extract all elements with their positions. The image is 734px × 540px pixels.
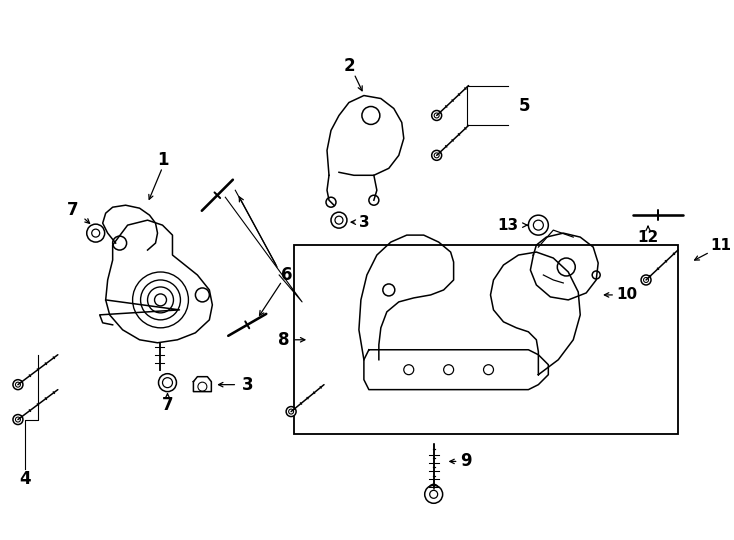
Text: 3: 3 [241,376,253,394]
Circle shape [13,415,23,424]
Text: 4: 4 [19,470,31,488]
Text: 12: 12 [637,230,658,245]
Text: 5: 5 [518,97,530,114]
Circle shape [286,407,296,416]
Text: 6: 6 [281,266,293,284]
Circle shape [432,111,442,120]
Circle shape [528,215,548,235]
Circle shape [13,380,23,390]
Text: 11: 11 [710,238,731,253]
Text: 13: 13 [498,218,518,233]
Text: 7: 7 [67,201,79,219]
Circle shape [432,150,442,160]
Circle shape [641,275,651,285]
Circle shape [159,374,176,391]
Text: 2: 2 [343,57,355,75]
Text: 3: 3 [359,214,369,230]
Text: 7: 7 [161,396,173,414]
Text: 9: 9 [461,453,472,470]
Circle shape [331,212,347,228]
Bar [294,245,678,435]
Circle shape [429,484,439,494]
Text: 8: 8 [277,331,289,349]
Circle shape [425,485,443,503]
Text: 10: 10 [616,287,637,302]
Text: 1: 1 [157,151,168,170]
Circle shape [87,224,105,242]
